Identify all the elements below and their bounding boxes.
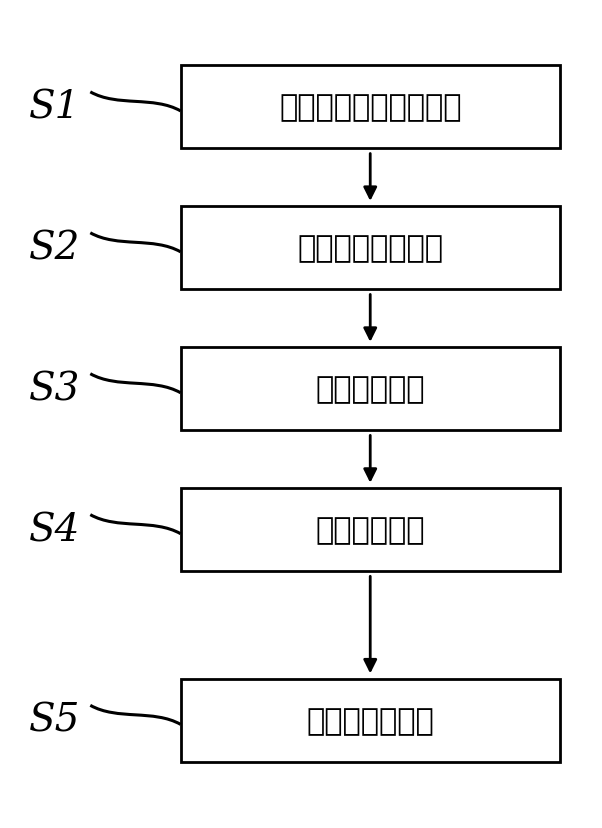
Text: S1: S1 [28, 89, 80, 126]
Text: S4: S4 [28, 512, 80, 548]
Text: S5: S5 [28, 702, 80, 739]
Text: 植被指数时序曲线获取: 植被指数时序曲线获取 [279, 94, 462, 122]
Text: 时序曲线平滑拟合: 时序曲线平滑拟合 [297, 234, 443, 262]
FancyBboxPatch shape [181, 679, 560, 762]
Text: 区域物候期提取: 区域物候期提取 [306, 706, 434, 734]
Text: 形态模型建立: 形态模型建立 [315, 375, 425, 403]
Text: 形态模型拟合: 形态模型拟合 [315, 516, 425, 544]
Text: S2: S2 [28, 230, 80, 267]
Text: S3: S3 [28, 371, 80, 407]
FancyBboxPatch shape [181, 207, 560, 290]
FancyBboxPatch shape [181, 66, 560, 149]
FancyBboxPatch shape [181, 489, 560, 571]
FancyBboxPatch shape [181, 348, 560, 431]
